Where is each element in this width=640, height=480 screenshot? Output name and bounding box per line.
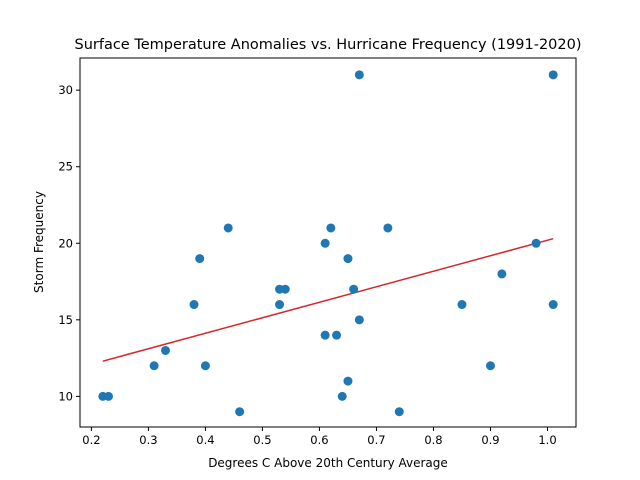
data-point <box>337 391 347 401</box>
data-point <box>485 361 495 371</box>
x-axis-label: Degrees C Above 20th Century Average <box>208 456 448 470</box>
data-point <box>354 70 364 80</box>
data-point <box>149 361 159 371</box>
trend-line <box>102 237 554 362</box>
x-axis-ticks: 0.2 0.3 0.4 0.5 0.6 0.7 0.8 0.9 1.0 <box>82 427 557 447</box>
data-point <box>280 284 290 294</box>
data-point <box>343 376 353 386</box>
data-point <box>320 238 330 248</box>
x-tick-label: 0.9 <box>481 433 499 447</box>
y-tick-label: 25 <box>58 160 73 174</box>
y-tick-label: 30 <box>58 83 73 97</box>
y-axis-ticks: 10 15 20 25 30 <box>58 83 80 403</box>
data-point <box>332 330 342 340</box>
x-tick-label: 1.0 <box>538 433 556 447</box>
data-point <box>223 223 233 233</box>
data-point <box>235 407 245 417</box>
x-tick-label: 0.3 <box>139 433 157 447</box>
data-point <box>394 407 404 417</box>
data-point <box>383 223 393 233</box>
data-point <box>354 315 364 325</box>
data-point <box>320 330 330 340</box>
x-tick-label: 0.8 <box>424 433 442 447</box>
y-tick-label: 15 <box>58 313 73 327</box>
data-points <box>98 70 558 417</box>
y-tick-label: 20 <box>58 236 73 250</box>
data-point <box>343 254 353 264</box>
data-point <box>531 238 541 248</box>
y-axis-label: Storm Frequency <box>32 191 46 293</box>
data-point <box>326 223 336 233</box>
data-point <box>457 300 467 310</box>
data-point <box>189 300 199 310</box>
x-tick-label: 0.4 <box>196 433 214 447</box>
x-tick-label: 0.2 <box>82 433 100 447</box>
data-point <box>548 300 558 310</box>
y-tick-label: 10 <box>58 389 73 403</box>
axes-frame <box>79 57 577 428</box>
data-point <box>275 300 285 310</box>
trendline-layer <box>102 237 554 362</box>
data-point <box>104 391 114 401</box>
chart-title: Surface Temperature Anomalies vs. Hurric… <box>74 37 581 53</box>
data-point <box>161 345 171 355</box>
data-point <box>349 284 359 294</box>
x-tick-label: 0.7 <box>367 433 385 447</box>
data-point <box>200 361 210 371</box>
data-point <box>497 269 507 279</box>
data-point <box>548 70 558 80</box>
x-tick-label: 0.5 <box>253 433 271 447</box>
data-point <box>195 254 205 264</box>
x-tick-label: 0.6 <box>310 433 328 447</box>
